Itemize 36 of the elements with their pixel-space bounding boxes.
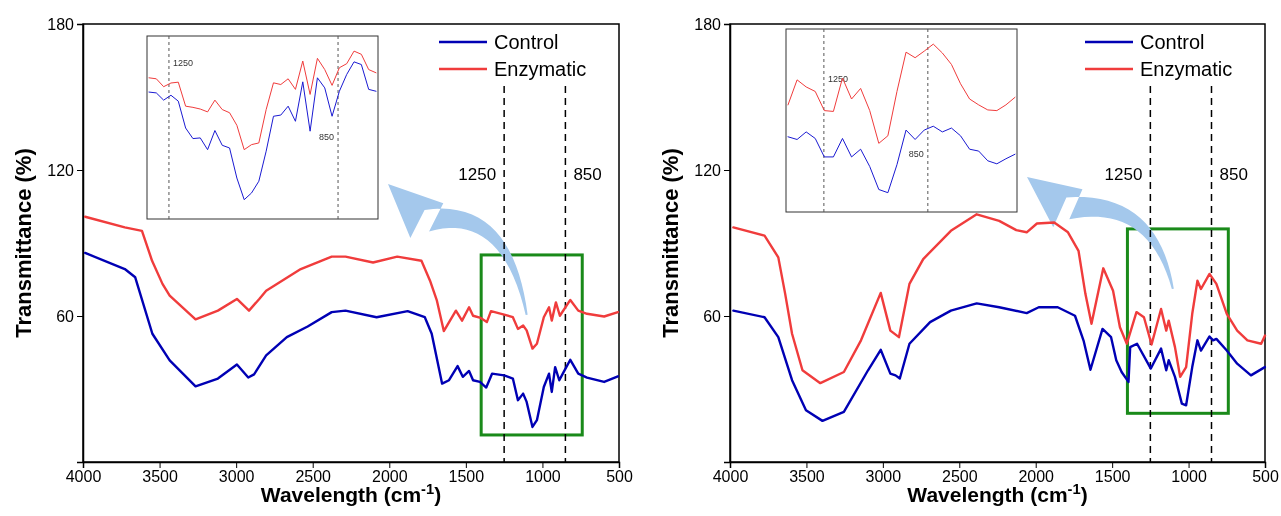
y-tick-label: 180 (47, 15, 75, 33)
y-tick-label: 60 (703, 307, 722, 325)
ref-line-label: 1250 (1104, 165, 1143, 184)
x-tick-label: 1000 (1171, 468, 1207, 486)
y-axis-title: Transmittance (%) (11, 148, 36, 338)
ref-line-label: 850 (573, 165, 602, 184)
line-series (732, 302, 1267, 423)
ref-line-label: 1250 (458, 165, 497, 184)
annotation: 1250 (827, 74, 848, 84)
x-tick-label: 500 (606, 468, 633, 486)
x-tick-label: 4000 (65, 468, 102, 486)
annotation: 1250 (172, 58, 193, 68)
legend-label: Enzymatic (1140, 58, 1233, 80)
annotation: 850 (908, 149, 924, 159)
y-tick-label: 60 (56, 307, 75, 325)
line-series (83, 251, 620, 429)
legend-label: Enzymatic (494, 58, 587, 80)
x-tick-label: 1500 (1094, 468, 1131, 486)
legend-label: Control (494, 31, 559, 53)
x-tick-label: 1000 (525, 468, 561, 486)
line-series (732, 213, 1267, 385)
annotation: 850 (319, 132, 335, 142)
legend-label: Control (1140, 31, 1205, 53)
x-tick-label: 500 (1252, 468, 1279, 486)
x-tick-label: 1500 (448, 468, 485, 486)
x-tick-label: 3000 (865, 468, 902, 486)
line-series (83, 215, 620, 350)
y-tick-label: 180 (694, 15, 722, 33)
y-tick-label: 120 (47, 161, 75, 179)
x-tick-label: 3500 (789, 468, 825, 486)
x-tick-label: 4000 (712, 468, 749, 486)
y-tick-label: 120 (694, 161, 722, 179)
y-axis-title: Transmittance (%) (658, 148, 683, 338)
x-tick-label: 3500 (142, 468, 178, 486)
x-tick-label: 3000 (218, 468, 255, 486)
ref-line-label: 850 (1219, 165, 1248, 184)
